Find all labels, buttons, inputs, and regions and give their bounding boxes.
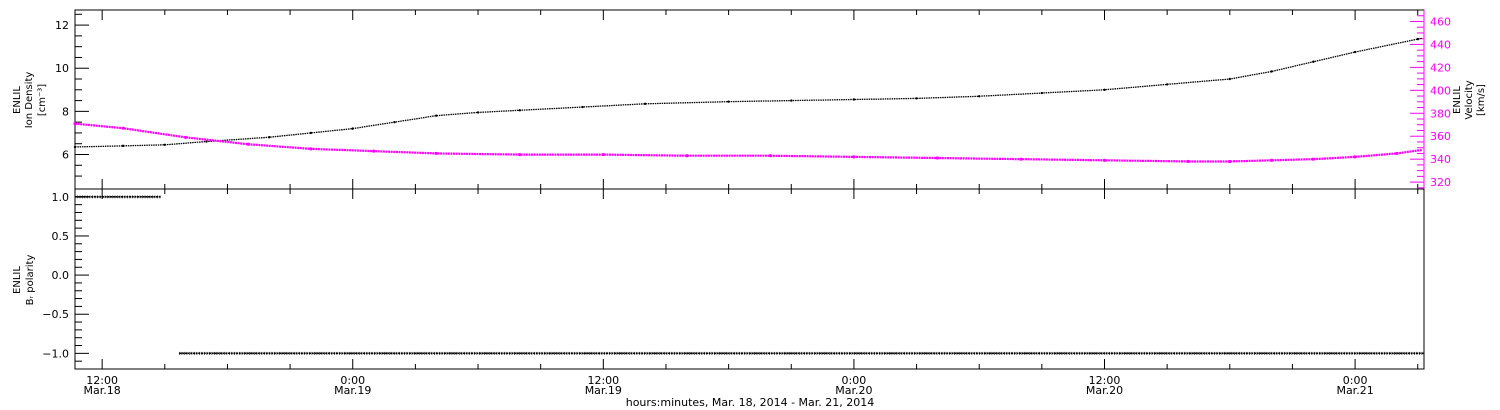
x-tick-label-date: Mar.19 bbox=[585, 384, 622, 397]
x-tick-label-time: 0:00 bbox=[842, 374, 867, 387]
velocity-tick-label: 440 bbox=[1430, 38, 1451, 51]
velocity-axis-title-line3: [km/s] bbox=[1476, 84, 1487, 116]
density-axis-title-line2: Ion Density bbox=[24, 72, 35, 129]
polarity-tick-label: −0.5 bbox=[42, 308, 69, 321]
x-tick-label-time: 0:00 bbox=[340, 374, 365, 387]
bottom-panel: 1.0 0.5 0.0 −0.5 −1.0 bbox=[42, 188, 1425, 370]
velocity-axis-title-line1: ENLIL bbox=[1452, 86, 1463, 114]
density-point bbox=[435, 114, 438, 117]
density-point bbox=[393, 120, 396, 124]
density-tick-label: 8 bbox=[62, 105, 69, 118]
velocity-point bbox=[1102, 158, 1107, 162]
density-point bbox=[790, 99, 793, 102]
density-point bbox=[1312, 60, 1315, 63]
density-point bbox=[163, 143, 166, 146]
density-point bbox=[1040, 91, 1044, 95]
density-point bbox=[978, 95, 981, 98]
density-series-line bbox=[74, 37, 1423, 148]
bottom-panel-frame bbox=[74, 188, 1425, 370]
density-point bbox=[1103, 88, 1106, 91]
density-point bbox=[476, 111, 480, 114]
polarity-tick-label: 0.5 bbox=[52, 230, 70, 243]
density-point bbox=[1416, 37, 1419, 41]
polarity-tick-label: −1.0 bbox=[42, 347, 69, 360]
velocity-point bbox=[246, 142, 250, 146]
density-point bbox=[1165, 83, 1169, 86]
density-axis-title-line3: [cm⁻³] bbox=[37, 84, 48, 116]
velocity-point bbox=[852, 155, 856, 159]
velocity-point bbox=[1353, 155, 1357, 159]
velocity-point bbox=[601, 152, 605, 157]
x-tick-label-date: Mar.20 bbox=[1086, 384, 1123, 397]
velocity-axis-title-line2: Velocity bbox=[1464, 80, 1475, 119]
density-point bbox=[309, 131, 313, 135]
velocity-point bbox=[935, 156, 940, 160]
x-tick-label-date: Mar.21 bbox=[1336, 384, 1373, 397]
velocity-tick-label: 360 bbox=[1430, 130, 1451, 143]
density-point bbox=[915, 97, 918, 100]
polarity-tick-label: 1.0 bbox=[52, 191, 70, 204]
density-point bbox=[1270, 70, 1273, 73]
density-point bbox=[268, 136, 271, 139]
x-tick-label-time: 0:00 bbox=[1343, 374, 1368, 387]
density-point bbox=[581, 105, 584, 109]
velocity-tick-label: 400 bbox=[1430, 84, 1451, 97]
velocity-point bbox=[685, 154, 689, 158]
x-tick-label-date: Mar.19 bbox=[334, 384, 371, 397]
velocity-point bbox=[1395, 151, 1399, 156]
top-panel: 6 8 10 12 320 340 360 380 400 420 440 460 bbox=[55, 9, 1451, 190]
velocity-point bbox=[372, 149, 376, 153]
x-tick-label-date: Mar.20 bbox=[835, 384, 872, 397]
density-point bbox=[73, 145, 77, 149]
density-point bbox=[1228, 77, 1231, 81]
polarity-tick-label: 0.0 bbox=[52, 269, 70, 282]
x-tick-label-time: 12:00 bbox=[86, 374, 118, 387]
velocity-point bbox=[434, 151, 438, 156]
velocity-point bbox=[1186, 159, 1190, 164]
velocity-point bbox=[73, 121, 77, 126]
velocity-point bbox=[1019, 157, 1023, 161]
density-point bbox=[727, 100, 730, 103]
polarity-axis-title-line2: Bᵣ polarity bbox=[25, 255, 36, 306]
density-point bbox=[852, 98, 856, 101]
density-axis-title-line1: ENLIL bbox=[12, 86, 23, 114]
velocity-point bbox=[518, 152, 522, 157]
x-axis-title: hours:minutes, Mar. 18, 2014 - Mar. 21, … bbox=[626, 396, 875, 409]
velocity-tick-label: 420 bbox=[1430, 61, 1451, 74]
velocity-series-line bbox=[74, 122, 1423, 163]
density-point bbox=[351, 127, 354, 130]
velocity-point bbox=[121, 126, 125, 130]
density-tick-label: 12 bbox=[55, 19, 69, 32]
velocity-point bbox=[768, 154, 772, 158]
velocity-tick-label: 460 bbox=[1430, 15, 1451, 28]
x-tick-label-time: 12:00 bbox=[587, 374, 619, 387]
velocity-point bbox=[1269, 158, 1274, 162]
density-point bbox=[643, 102, 647, 106]
x-tick-label-time: 12:00 bbox=[1089, 374, 1121, 387]
x-tick-label-date: Mar.18 bbox=[84, 384, 121, 397]
velocity-point bbox=[184, 135, 188, 139]
polarity-axis-title-line1: ENLIL bbox=[12, 266, 23, 294]
velocity-point bbox=[1311, 157, 1315, 161]
velocity-point bbox=[1228, 159, 1232, 164]
velocity-tick-label: 340 bbox=[1430, 153, 1451, 166]
density-point bbox=[518, 109, 521, 112]
density-point bbox=[1353, 50, 1357, 54]
velocity-point bbox=[309, 147, 313, 151]
density-point bbox=[121, 144, 125, 148]
density-tick-label: 10 bbox=[55, 62, 69, 75]
density-point bbox=[205, 140, 208, 143]
velocity-tick-label: 320 bbox=[1430, 176, 1451, 189]
velocity-tick-label: 380 bbox=[1430, 107, 1451, 120]
density-tick-label: 6 bbox=[62, 148, 69, 161]
